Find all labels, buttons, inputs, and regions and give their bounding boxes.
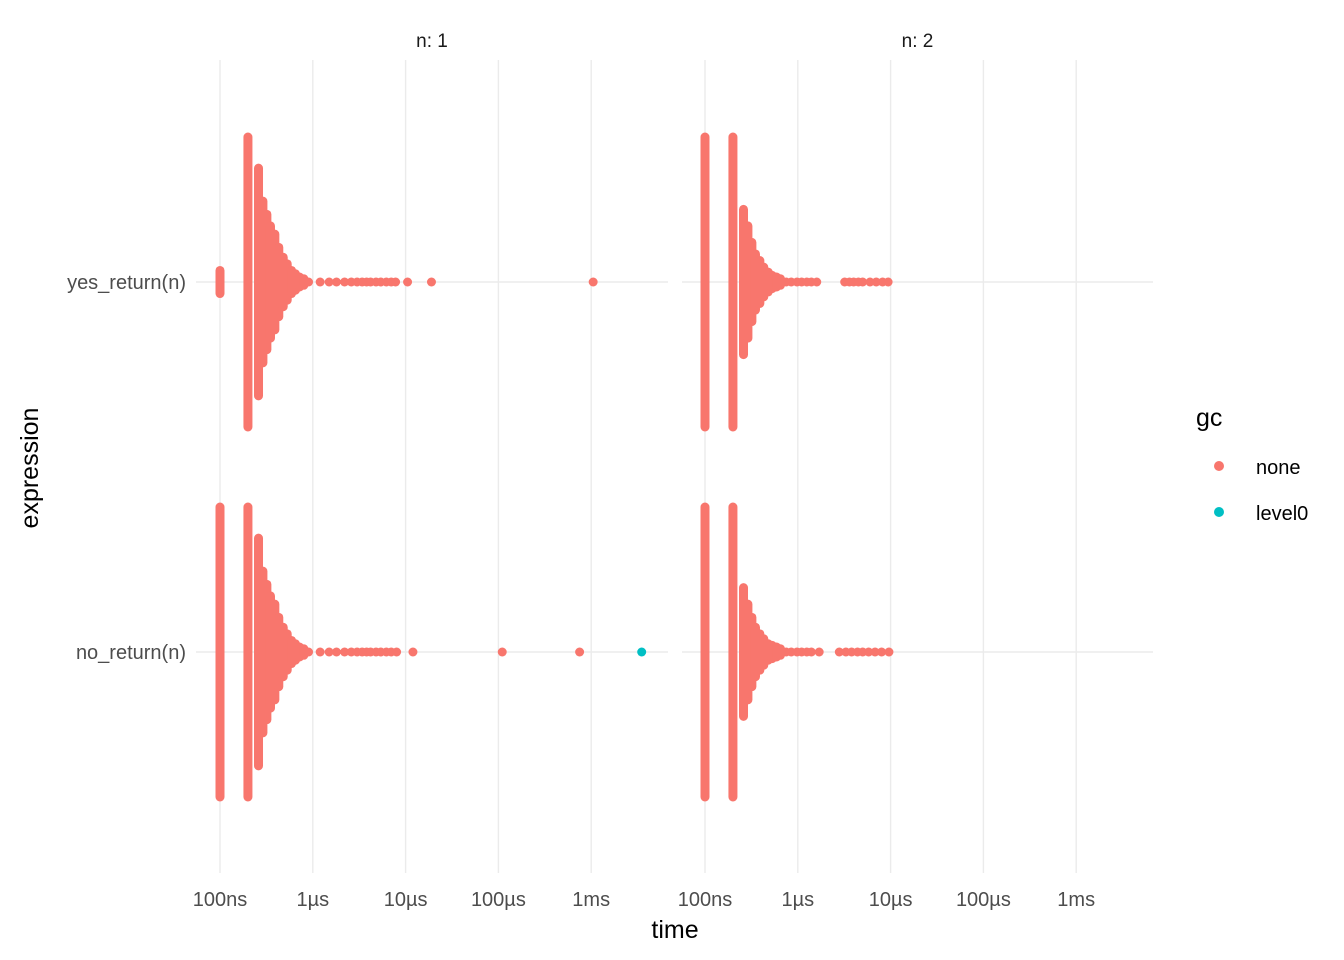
x-tick-label: 100µs	[471, 889, 526, 911]
data-point-none	[408, 647, 418, 657]
legend-key-none	[1214, 461, 1224, 471]
x-tick-label: 10µs	[384, 889, 428, 911]
data-point-none	[391, 277, 401, 287]
data-point-none	[858, 277, 868, 287]
data-point-none	[865, 277, 875, 287]
legend-label-level0: level0	[1256, 503, 1308, 525]
x-tick-label: 100ns	[193, 889, 248, 911]
data-point-none	[392, 647, 402, 657]
y-axis-title: expression	[16, 408, 44, 529]
facet-strip-label: n: 1	[416, 31, 448, 52]
x-tick-label: 100ns	[678, 889, 733, 911]
data-point-none	[877, 647, 887, 657]
legend: gc none level0	[1196, 404, 1308, 525]
legend-label-none: none	[1256, 457, 1301, 479]
x-axis-title: time	[651, 916, 698, 944]
facet-strip-label: n: 2	[902, 31, 934, 52]
points-layer	[215, 132, 894, 802]
x-tick-label: 1µs	[781, 889, 814, 911]
data-point-none	[340, 277, 350, 287]
legend-key-level0	[1214, 507, 1224, 517]
data-point-none	[588, 277, 598, 287]
legend-title: gc	[1196, 404, 1222, 432]
data-point-none	[340, 647, 350, 657]
data-point-none	[403, 277, 413, 287]
data-point-none	[324, 647, 334, 657]
data-point-none	[806, 647, 816, 657]
data-point-none	[814, 647, 824, 657]
y-tick-label: no_return(n)	[76, 642, 186, 664]
data-point-none	[575, 647, 585, 657]
x-tick-label: 1µs	[296, 889, 329, 911]
data-point-none	[331, 277, 341, 287]
x-tick-label: 10µs	[869, 889, 913, 911]
data-point-none	[426, 277, 436, 287]
y-tick-label: yes_return(n)	[67, 272, 186, 294]
data-point-none	[315, 647, 325, 657]
data-point-none	[812, 277, 822, 287]
data-point-none	[864, 647, 874, 657]
x-tick-label: 1ms	[1057, 889, 1095, 911]
text-layer: yes_return(n) no_return(n) 100ns 1µs 10µs 100…	[67, 31, 1095, 911]
data-point-none	[324, 277, 334, 287]
data-point-none	[315, 277, 325, 287]
data-point-none	[331, 647, 341, 657]
data-point-none	[870, 647, 880, 657]
data-point-none	[497, 647, 507, 657]
data-point-none	[883, 277, 893, 287]
data-point-none	[304, 277, 314, 287]
data-point-none	[834, 647, 844, 657]
x-tick-label: 1ms	[572, 889, 610, 911]
data-point-none	[304, 647, 314, 657]
data-point-level0	[637, 647, 647, 657]
data-point-none	[884, 647, 894, 657]
data-point-none	[871, 277, 881, 287]
x-tick-label: 100µs	[956, 889, 1011, 911]
grid-layer	[196, 60, 1153, 873]
